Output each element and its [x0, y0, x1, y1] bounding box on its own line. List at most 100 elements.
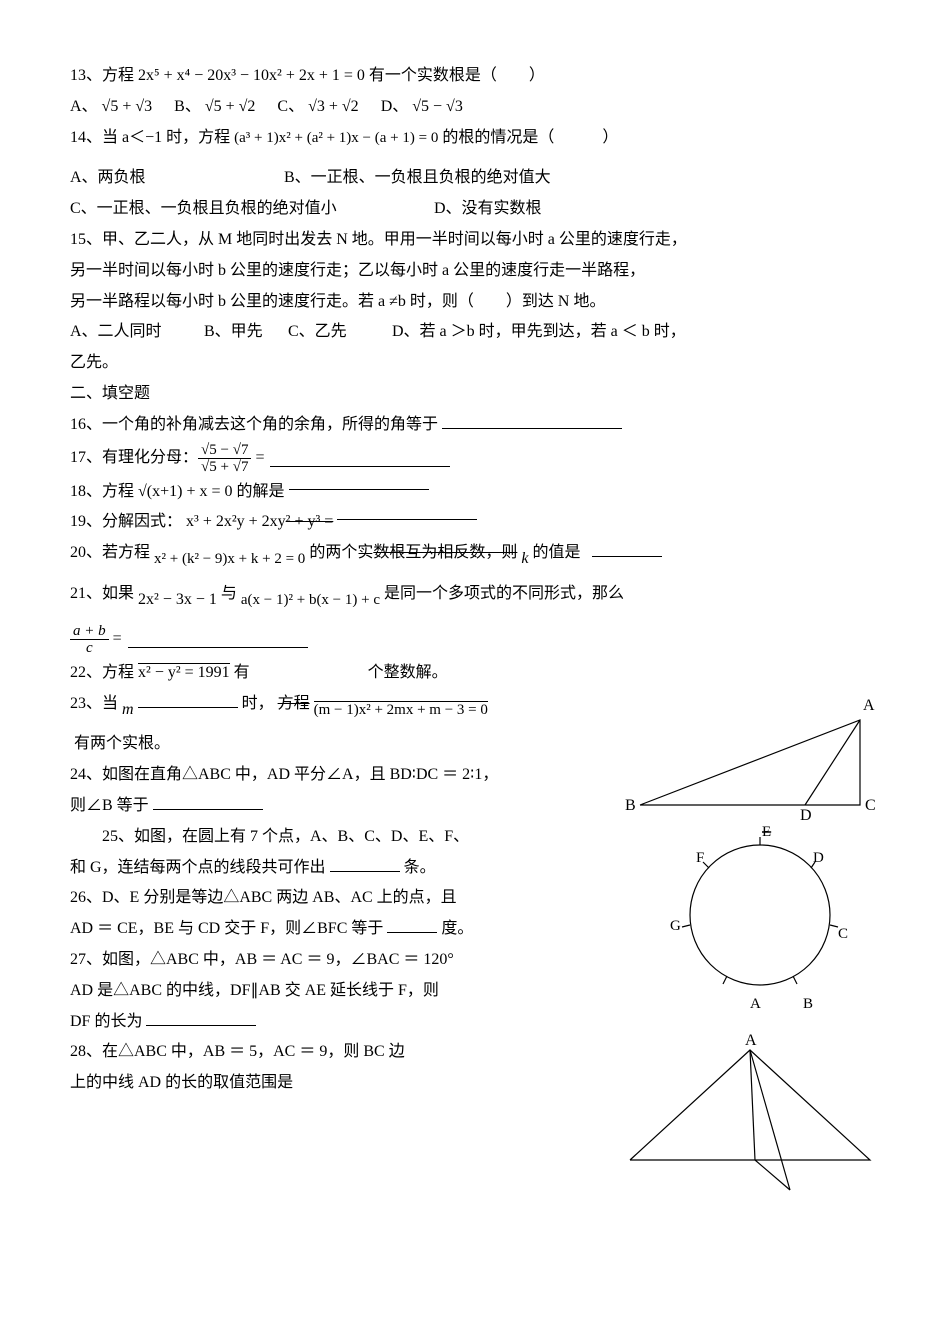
- q13-choice-d: D、 √5 − √3: [381, 98, 463, 115]
- q16-text: 16、一个角的补角减去这个角的余角，所得的角等于: [70, 416, 438, 433]
- q17-prefix: 17、有理化分母：: [70, 444, 198, 473]
- q21-eq: =: [113, 625, 122, 654]
- q20-expr: x² + (k² − 9)x + k + 2 = 0: [154, 551, 305, 567]
- q13-prefix: 13、方程: [70, 67, 134, 84]
- q23-strike: 方程: [278, 695, 310, 712]
- triangle-abc-diagram: [640, 720, 860, 805]
- q21-prefix: 21、如果: [70, 585, 134, 602]
- q14-choices-row2: C、一正根、一负根且负根的绝对值小 D、没有实数根: [70, 195, 880, 224]
- q27-blank: [146, 1009, 256, 1026]
- q13-suffix: 有一个实数根是（ ）: [369, 67, 545, 84]
- q16-blank: [442, 412, 622, 429]
- q17-den: √5 + √7: [198, 459, 251, 476]
- q14-prefix: 14、当 a＜−1 时，方程: [70, 129, 230, 146]
- q18-prefix: 18、方程: [70, 483, 134, 500]
- lower-section: 23、当 m 时， 方程 (m − 1)x² + 2mx + m − 3 = 0…: [70, 690, 880, 1098]
- q13-choice-b: B、 √5 + √2: [174, 98, 255, 115]
- q14-choices-row1: A、两负根 B、一正根、一负根且负根的绝对值大: [70, 164, 880, 193]
- circle-label-b: B: [803, 996, 813, 1012]
- q19-expr-strike: ² + y³ =: [286, 513, 334, 530]
- q25-l2: 和 G，连结每两个点的线段共可作出: [70, 859, 326, 876]
- section2-title: 二、填空题: [70, 380, 880, 409]
- q23-m: m: [122, 701, 134, 718]
- q13-expr: 2x⁵ + x⁴ − 20x³ − 10x² + 2x + 1 = 0: [138, 67, 365, 84]
- q21-suffix: 是同一个多项式的不同形式，那么: [384, 585, 624, 602]
- q15-tail: 乙先。: [70, 349, 880, 378]
- q21-frac-den: c: [70, 640, 109, 657]
- q22-mid: 有: [234, 664, 250, 681]
- circle-label-a: A: [750, 996, 761, 1012]
- q14-choice-a: A、两负根: [70, 164, 280, 193]
- q20-k: k: [521, 550, 528, 567]
- q21-e2: a(x − 1)² + b(x − 1) + c: [241, 592, 380, 608]
- q16-line: 16、一个角的补角减去这个角的余角，所得的角等于: [70, 411, 880, 440]
- diagrams-panel: A B C D E F D G C A B A: [600, 690, 900, 1211]
- q18-line: 18、方程 √(x+1) + x = 0 的解是: [70, 478, 880, 507]
- q15-choice-d: D、若 a ＞b 时，甲先到达，若 a ＜ b 时，: [392, 323, 686, 340]
- q22-prefix: 22、方程: [70, 664, 134, 681]
- q15-choice-a: A、二人同时: [70, 318, 200, 347]
- q18-blank: [289, 473, 429, 490]
- diagrams-svg: A B C D E F D G C A B A: [600, 690, 900, 1200]
- lower-triangle-diagram: [630, 1050, 870, 1190]
- q15-choice-b: B、甲先: [204, 318, 284, 347]
- tri-label-a: A: [863, 697, 875, 714]
- q14-line: 14、当 a＜−1 时，方程 (a³ + 1)x² + (a² + 1)x − …: [70, 124, 880, 153]
- q21-frac: a + b c: [70, 623, 109, 657]
- q19-expr-plain: x³ + 2x²y + 2xy: [186, 513, 286, 530]
- circle-label-d: D: [813, 850, 824, 866]
- q17-num: √5 − √7: [198, 442, 251, 460]
- q25-blank: [330, 855, 400, 872]
- circle-label-c: C: [838, 926, 848, 942]
- q17-eq: =: [255, 444, 264, 473]
- q21-frac-num: a + b: [70, 623, 109, 641]
- q20-blank: [592, 540, 662, 557]
- q15-l1: 15、甲、乙二人，从 M 地同时出发去 N 地。甲用一半时间以每小时 a 公里的…: [70, 226, 880, 255]
- q14-choice-c: C、一正根、一负根且负根的绝对值小: [70, 195, 430, 224]
- q13-choice-a: A、 √5 + √3: [70, 98, 152, 115]
- q19-prefix: 19、分解因式：: [70, 513, 182, 530]
- q26-suffix: 度。: [441, 920, 473, 937]
- q14-choice-d: D、没有实数根: [434, 200, 542, 217]
- q21-line2: a + b c =: [70, 623, 880, 657]
- q21-mid: 与: [221, 585, 237, 602]
- q21-blank: [128, 631, 308, 648]
- q22-line: 22、方程 x² − y² = 1991 有 个整数解。: [70, 659, 880, 688]
- q21-e1: 2x² − 3x − 1: [138, 591, 217, 608]
- q13-line: 13、方程 2x⁵ + x⁴ − 20x³ − 10x² + 2x + 1 = …: [70, 62, 880, 91]
- circle-label-e: E: [762, 824, 771, 840]
- q18-suffix: 的解是: [237, 483, 285, 500]
- q18-expr: √(x+1) + x = 0: [138, 483, 233, 500]
- circle-label-f: F: [696, 850, 704, 866]
- tri-label-b: B: [625, 797, 636, 814]
- q25-suffix: 条。: [404, 859, 436, 876]
- q23-expr: (m − 1)x² + 2mx + m − 3 = 0: [314, 701, 488, 718]
- q13-choice-c: C、 √3 + √2: [277, 98, 358, 115]
- q15-choice-c: C、乙先: [288, 318, 388, 347]
- q22-suffix: 个整数解。: [368, 664, 448, 681]
- q26-l2: AD ＝ CE，BE 与 CD 交于 F，则∠BFC 等于: [70, 920, 383, 937]
- tri2-label-a: A: [745, 1032, 757, 1049]
- q17-line: 17、有理化分母： √5 − √7 √5 + √7 =: [70, 442, 880, 476]
- q22-expr: x² − y² = 1991: [138, 663, 230, 681]
- q20-mid-plain: 的两个实: [309, 544, 373, 561]
- tri-label-d: D: [800, 807, 812, 824]
- q20-line: 20、若方程 x² + (k² − 9)x + k + 2 = 0 的两个实数根…: [70, 539, 880, 568]
- q13-choices: A、 √5 + √3 B、 √5 + √2 C、 √3 + √2 D、 √5 −…: [70, 93, 880, 122]
- q20-mid-strike: 数根互为相反数，则: [373, 544, 517, 561]
- q27-l3: DF 的长为: [70, 1013, 142, 1030]
- circle-label-g: G: [670, 918, 681, 934]
- q14-choice-b: B、一正根、一负根且负根的绝对值大: [284, 169, 551, 186]
- q20-suffix: 的值是: [532, 544, 580, 561]
- q19-blank: [337, 503, 477, 520]
- q15-l2: 另一半时间以每小时 b 公里的速度行走；乙以每小时 a 公里的速度行走一半路程，: [70, 257, 880, 286]
- q15-l3: 另一半路程以每小时 b 公里的速度行走。若 a ≠b 时，则（ ）到达 N 地。: [70, 288, 880, 317]
- q14-expr: (a³ + 1)x² + (a² + 1)x − (a + 1) = 0: [234, 130, 438, 146]
- tri-label-c: C: [865, 797, 876, 814]
- q24-l2: 则∠B 等于: [70, 797, 149, 814]
- q26-blank: [387, 916, 437, 933]
- q17-blank: [270, 450, 450, 467]
- q23-blank: [138, 691, 238, 708]
- q24-blank: [153, 793, 263, 810]
- q21-line1: 21、如果 2x² − 3x − 1 与 a(x − 1)² + b(x − 1…: [70, 580, 880, 609]
